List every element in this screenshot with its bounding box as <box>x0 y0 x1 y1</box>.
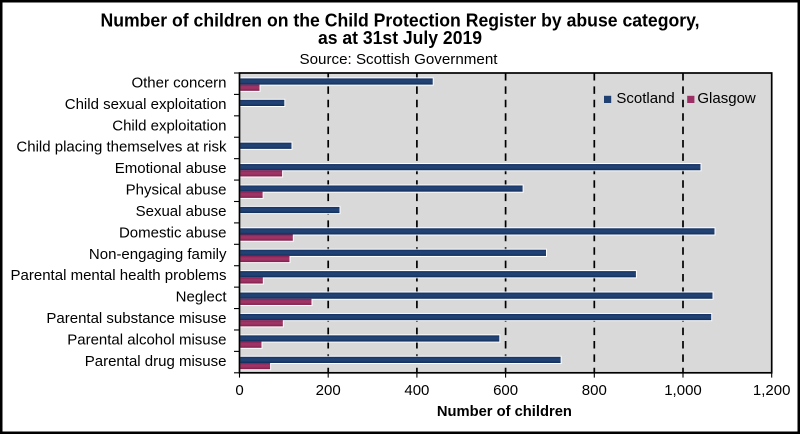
svg-text:400: 400 <box>404 382 429 399</box>
svg-text:Parental mental health problem: Parental mental health problems <box>11 267 227 284</box>
svg-text:Parental drug misuse: Parental drug misuse <box>85 353 227 370</box>
svg-text:Child exploitation: Child exploitation <box>112 117 226 134</box>
svg-text:Scotland: Scotland <box>616 90 674 107</box>
svg-text:Number of children on the Chil: Number of children on the Child Protecti… <box>101 11 700 31</box>
svg-text:Number of children: Number of children <box>437 403 572 420</box>
svg-text:Emotional abuse: Emotional abuse <box>115 160 227 177</box>
svg-text:Source: Scottish Government: Source: Scottish Government <box>300 51 499 68</box>
svg-text:Parental alcohol misuse: Parental alcohol misuse <box>67 331 226 348</box>
svg-text:Parental substance misuse: Parental substance misuse <box>46 310 226 327</box>
svg-text:Physical abuse: Physical abuse <box>126 182 227 199</box>
svg-text:as at 31st July 2019: as at 31st July 2019 <box>318 28 482 48</box>
svg-text:Non-engaging family: Non-engaging family <box>89 246 227 263</box>
svg-text:Child placing themselves at ri: Child placing themselves at risk <box>16 139 227 156</box>
svg-text:Child sexual exploitation: Child sexual exploitation <box>65 96 227 113</box>
svg-text:Neglect: Neglect <box>176 289 228 306</box>
svg-text:800: 800 <box>582 382 607 399</box>
svg-text:600: 600 <box>493 382 518 399</box>
svg-text:Sexual abuse: Sexual abuse <box>136 203 227 220</box>
svg-text:Glasgow: Glasgow <box>697 90 756 107</box>
svg-text:Domestic abuse: Domestic abuse <box>119 224 227 241</box>
svg-text:1,200: 1,200 <box>753 382 791 399</box>
svg-text:0: 0 <box>235 382 243 399</box>
svg-text:1,000: 1,000 <box>664 382 702 399</box>
svg-text:200: 200 <box>316 382 341 399</box>
svg-text:Other concern: Other concern <box>131 75 226 92</box>
